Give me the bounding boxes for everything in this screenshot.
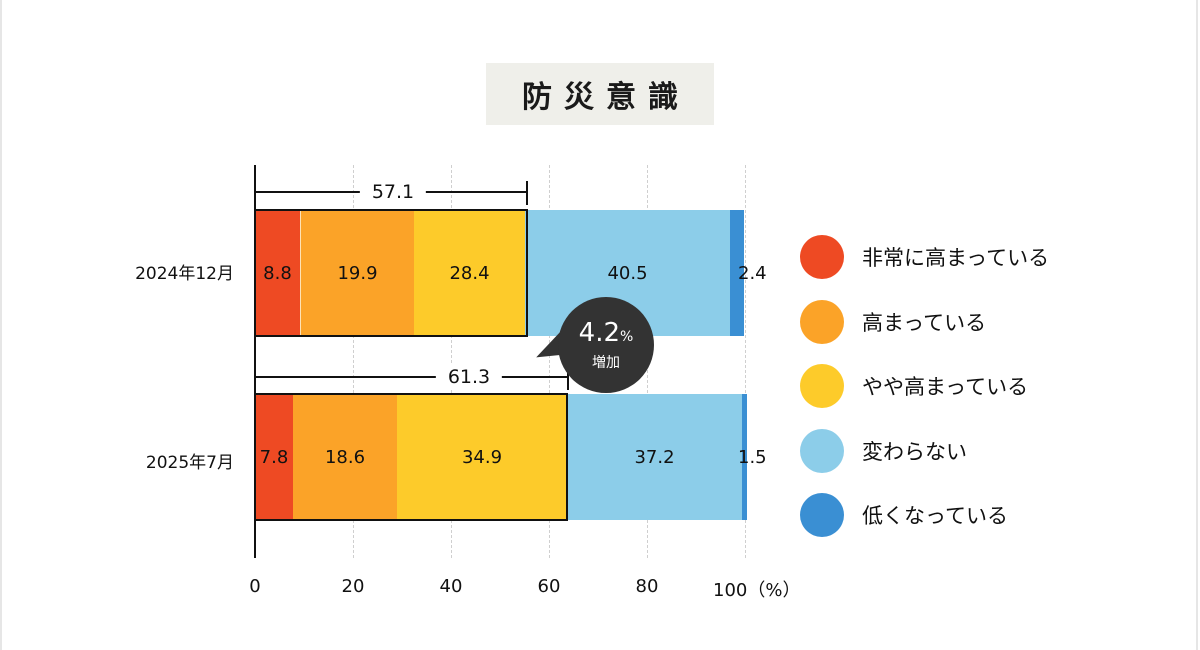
segment-somewhat-high-2025: 34.9 xyxy=(397,394,567,520)
legend-dot-icon xyxy=(800,493,844,538)
value-label: 37.2 xyxy=(634,446,675,468)
segment-lower-2024: 2.4 xyxy=(730,210,767,336)
x-tick-100: 100（%） xyxy=(713,580,801,601)
bracket-end-tick xyxy=(526,181,528,205)
legend-label: 高まっている xyxy=(862,310,987,335)
legend-dot-icon xyxy=(800,299,844,344)
y-axis-line xyxy=(254,165,256,558)
bar-row-2024-12: 8.8 19.9 28.4 40.5 2.4 xyxy=(255,210,767,336)
legend-item-very-high: 非常に高まっている xyxy=(800,225,1049,290)
value-label: 7.8 xyxy=(259,446,289,468)
x-tick-40: 40 xyxy=(439,576,463,597)
value-label: 40.5 xyxy=(607,262,648,284)
bracket-2025-total: 61.3 xyxy=(255,364,569,390)
bar-row-2025-07: 7.8 18.6 34.9 37.2 1.5 xyxy=(255,394,767,520)
gridline-20 xyxy=(353,165,354,558)
bracket-end-tick xyxy=(567,366,569,390)
legend-dot-icon xyxy=(800,235,844,280)
segment-high-2025: 18.6 xyxy=(293,394,397,520)
segment-lower-2025: 1.5 xyxy=(738,394,767,520)
segment-high-2024: 19.9 xyxy=(300,210,414,336)
bracket-label-2025: 61.3 xyxy=(435,364,503,390)
increase-text: 増加 xyxy=(592,355,620,371)
legend-item-lower: 低くなっている xyxy=(800,483,1049,548)
legend-dot-icon xyxy=(800,364,844,409)
row-label-2024-12: 2024年12月 xyxy=(135,264,234,284)
legend-label: 非常に高まっている xyxy=(862,246,1050,271)
chart-title-box: 防災意識 xyxy=(486,63,714,125)
legend-item-high: 高まっている xyxy=(800,290,1049,355)
segment-very-high-2024: 8.8 xyxy=(255,210,300,336)
gridline-40 xyxy=(451,165,452,558)
segment-somewhat-high-2024: 28.4 xyxy=(414,210,525,336)
bracket-label-2024: 57.1 xyxy=(359,179,427,205)
legend-label: やや高まっている xyxy=(862,375,1029,400)
x-tick-60: 60 xyxy=(537,576,561,597)
increase-value: 4.2% xyxy=(578,318,634,348)
row-label-2025-07: 2025年7月 xyxy=(145,453,234,473)
value-label: 28.4 xyxy=(449,262,490,284)
increase-bubble: 4.2% 増加 xyxy=(558,297,654,393)
chart-title: 防災意識 xyxy=(522,80,690,115)
gridline-60 xyxy=(549,165,550,558)
x-tick-80: 80 xyxy=(635,576,659,597)
gridline-100 xyxy=(745,165,746,558)
legend: 非常に高まっている 高まっている やや高まっている 変わらない 低くなっている xyxy=(800,225,1049,548)
value-label: 34.9 xyxy=(461,446,503,468)
x-tick-20: 20 xyxy=(341,576,365,597)
legend-label: 変わらない xyxy=(862,439,967,464)
legend-dot-icon xyxy=(800,428,844,473)
value-label: 19.9 xyxy=(337,262,378,284)
legend-item-unchanged: 変わらない xyxy=(800,419,1049,484)
x-tick-0: 0 xyxy=(249,576,261,597)
segment-very-high-2025: 7.8 xyxy=(255,394,293,520)
legend-label: 低くなっている xyxy=(862,504,1008,529)
value-label: 8.8 xyxy=(263,262,292,284)
bracket-2024-total: 57.1 xyxy=(255,179,528,205)
value-label: 2.4 xyxy=(738,262,767,284)
legend-item-somewhat-high: やや高まっている xyxy=(800,354,1049,419)
value-label: 1.5 xyxy=(738,446,767,468)
value-label: 18.6 xyxy=(324,446,366,468)
segment-unchanged-2025: 37.2 xyxy=(567,394,742,520)
